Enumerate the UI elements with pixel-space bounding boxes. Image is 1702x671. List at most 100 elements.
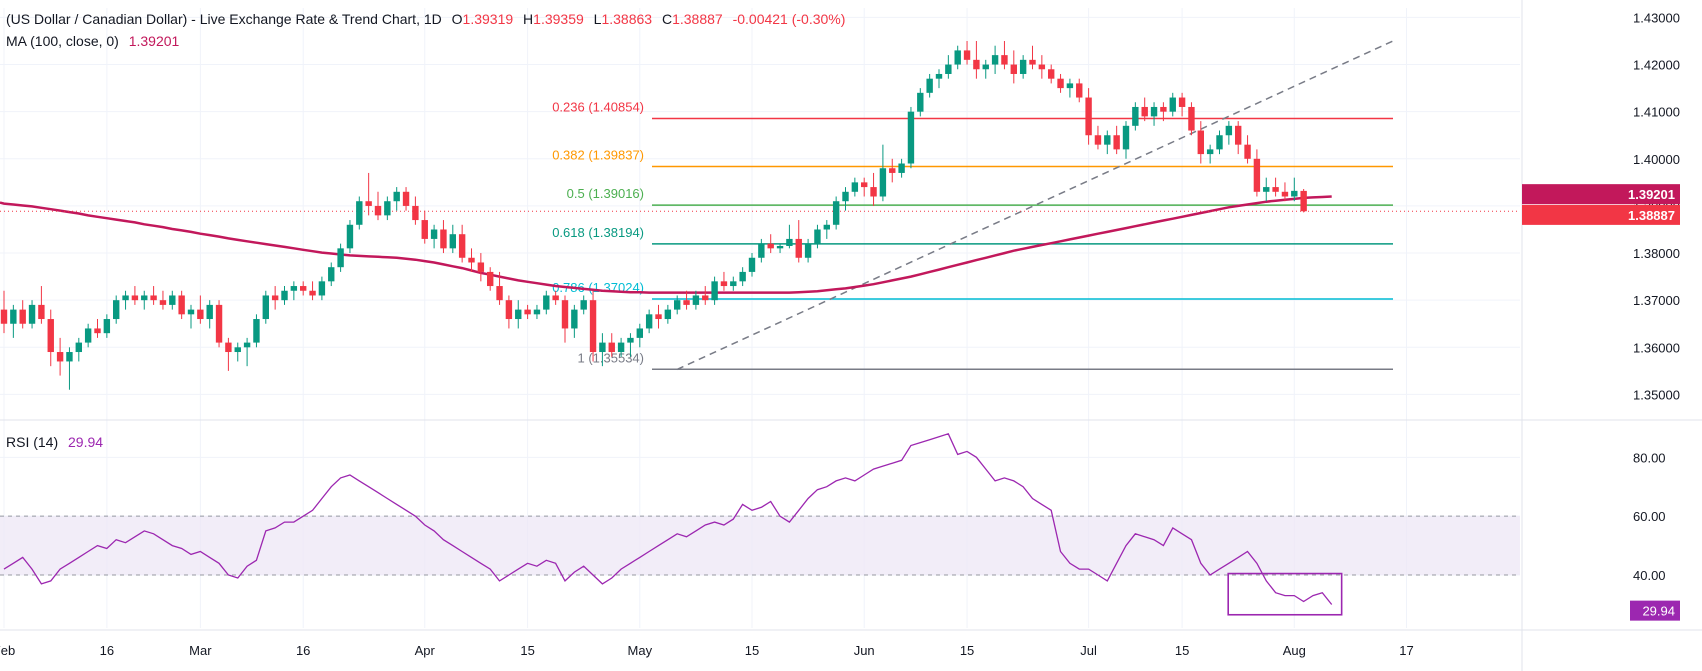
- symbol-title[interactable]: (US Dollar / Canadian Dollar) - Live Exc…: [6, 11, 442, 27]
- candle-body: [1160, 106, 1167, 112]
- candle-body: [309, 290, 316, 296]
- candle-body: [374, 205, 382, 216]
- low-value: 1.38863: [601, 11, 653, 27]
- candle-body: [748, 257, 756, 272]
- close-price-tag: 1.38887: [1628, 208, 1675, 223]
- candle-body: [926, 78, 933, 93]
- rsi-highlight-box[interactable]: [1227, 572, 1343, 616]
- candle-body: [814, 229, 821, 244]
- time-tick-label: Apr: [415, 643, 436, 658]
- candle-body: [730, 281, 737, 287]
- candle-body: [318, 281, 326, 296]
- ma-price-tag-bg: [1522, 184, 1680, 205]
- rsi-tick-label: 80.00: [1633, 450, 1666, 465]
- rsi-value-tag-bg: [1630, 600, 1680, 621]
- candle-body: [187, 309, 195, 315]
- time-tick-label: 16: [100, 643, 114, 658]
- chart-header: (US Dollar / Canadian Dollar) - Live Exc…: [6, 11, 845, 27]
- candle-body: [935, 73, 943, 79]
- candle-body: [300, 286, 307, 291]
- candle-body: [617, 342, 625, 353]
- candle-body: [122, 295, 129, 301]
- candle-body: [1141, 106, 1148, 117]
- candle-body: [141, 295, 148, 301]
- candle-body: [215, 304, 223, 343]
- candle-body: [1188, 106, 1195, 131]
- ma-value: 1.39201: [128, 33, 180, 49]
- candle-body: [1066, 83, 1074, 89]
- rsi-legend[interactable]: RSI (14) 29.94: [6, 434, 103, 450]
- time-tick-label: Aug: [1283, 643, 1306, 658]
- candle-body: [1048, 69, 1055, 79]
- price-tick-label: 1.43000: [1633, 10, 1680, 25]
- candle-body: [468, 257, 475, 263]
- ma-legend[interactable]: MA (100, close, 0) 1.39201: [6, 33, 179, 49]
- open-value: 1.39319: [462, 11, 514, 27]
- candle-body: [870, 187, 877, 197]
- change-value: -0.00421 (-0.30%): [732, 11, 846, 27]
- candle-body: [692, 295, 700, 305]
- candle-body: [1085, 97, 1092, 136]
- candle-body: [496, 286, 503, 301]
- time-tick-label: Jun: [854, 643, 875, 658]
- time-axis[interactable]: Feb 16 Mar 16 Apr 15 May 15 Jun 15 Jul 15 Aug 17: [0, 643, 1414, 658]
- candle-body: [1281, 191, 1289, 197]
- candle-body: [1178, 97, 1186, 107]
- candle-body: [449, 234, 456, 249]
- candle-body: [889, 168, 896, 173]
- candle-body: [1019, 59, 1027, 74]
- candle-body: [1291, 190, 1298, 197]
- candle-body: [1150, 106, 1158, 117]
- candle-body: [645, 314, 653, 329]
- time-tick-label: 15: [960, 643, 974, 658]
- candle-body: [1122, 125, 1130, 150]
- candle-body: [1057, 78, 1064, 89]
- candle-body: [739, 271, 746, 282]
- candle-body: [599, 342, 606, 353]
- candle-body: [271, 295, 279, 301]
- candle-body: [1263, 187, 1270, 192]
- candle-body: [346, 224, 354, 249]
- candle-body: [842, 191, 849, 202]
- candle-body: [917, 92, 924, 112]
- rsi-line: [3, 433, 1333, 605]
- rsi-axis[interactable]: 80.00 60.00 40.00: [1633, 450, 1666, 583]
- candle-body: [982, 64, 989, 70]
- fibonacci-retracement[interactable]: 0.236 (1.40854) 0.382 (1.39837) 0.5 (1.390…: [552, 100, 1393, 371]
- candle-body: [776, 245, 784, 249]
- candle-body: [47, 319, 54, 353]
- candle-body: [589, 300, 597, 353]
- candle-body: [552, 295, 559, 301]
- candle-body: [636, 328, 643, 338]
- candle-body: [225, 342, 232, 353]
- candle-body: [861, 182, 868, 188]
- candle-body: [1235, 125, 1242, 145]
- rsi-tick-label: 40.00: [1633, 568, 1666, 583]
- candle-body: [945, 64, 952, 74]
- candle-body: [206, 304, 213, 320]
- time-tick-label: Feb: [0, 643, 15, 658]
- candle-body: [711, 281, 718, 301]
- fib-level-label: 0.618 (1.38194): [552, 225, 644, 240]
- candle-body: [178, 295, 185, 315]
- candle-body: [402, 191, 410, 206]
- candle-body: [421, 220, 428, 239]
- candles: [0, 40, 1307, 390]
- candle-body: [767, 243, 774, 249]
- candle-body: [10, 309, 17, 324]
- price-tick-label: 1.36000: [1633, 340, 1680, 355]
- candle-body: [580, 300, 587, 310]
- candle-body: [430, 229, 438, 239]
- candle-body: [823, 224, 830, 230]
- candle-body: [1216, 135, 1223, 150]
- candle-body: [1206, 149, 1214, 155]
- candle-body: [1104, 135, 1111, 145]
- high-label: H: [523, 11, 534, 27]
- ma-100-line: [0, 195, 1332, 294]
- candle-body: [103, 319, 111, 334]
- candle-body: [1076, 83, 1083, 98]
- candle-body: [561, 300, 569, 329]
- low-label: L: [593, 11, 602, 27]
- time-tick-label: 15: [520, 643, 534, 658]
